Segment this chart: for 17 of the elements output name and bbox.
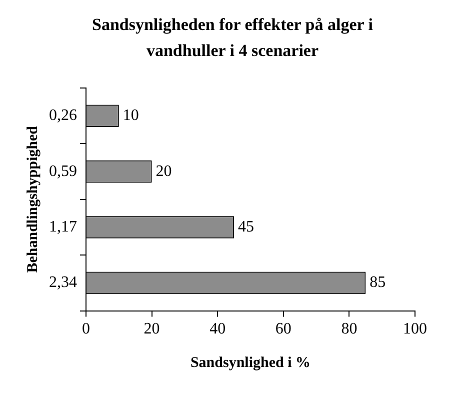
x-tick-label: 0 xyxy=(82,320,90,338)
x-axis-title: Sandsynlighed i % xyxy=(190,354,311,371)
data-label: 10 xyxy=(122,107,139,124)
data-label: 20 xyxy=(156,162,172,180)
y-tick-label: 2,34 xyxy=(49,274,77,292)
x-tick-label: 40 xyxy=(210,320,226,338)
x-tick-label: 20 xyxy=(144,320,160,338)
y-tick-label: 0,26 xyxy=(49,107,77,124)
data-label: 85 xyxy=(370,274,386,292)
chart-title: Sandsynligheden for effekter på alger i vandhuller i 4 scenarier xyxy=(91,14,374,62)
y-tick-label: 1,17 xyxy=(49,218,77,236)
x-tick-label: 60 xyxy=(275,320,292,338)
x-tick-label: 80 xyxy=(341,320,358,338)
x-tick-label: 100 xyxy=(403,320,427,338)
y-tick-label: 0,59 xyxy=(49,162,77,180)
data-label: 45 xyxy=(238,218,254,236)
y-axis-title: Behandlingshyppighed xyxy=(24,125,41,273)
